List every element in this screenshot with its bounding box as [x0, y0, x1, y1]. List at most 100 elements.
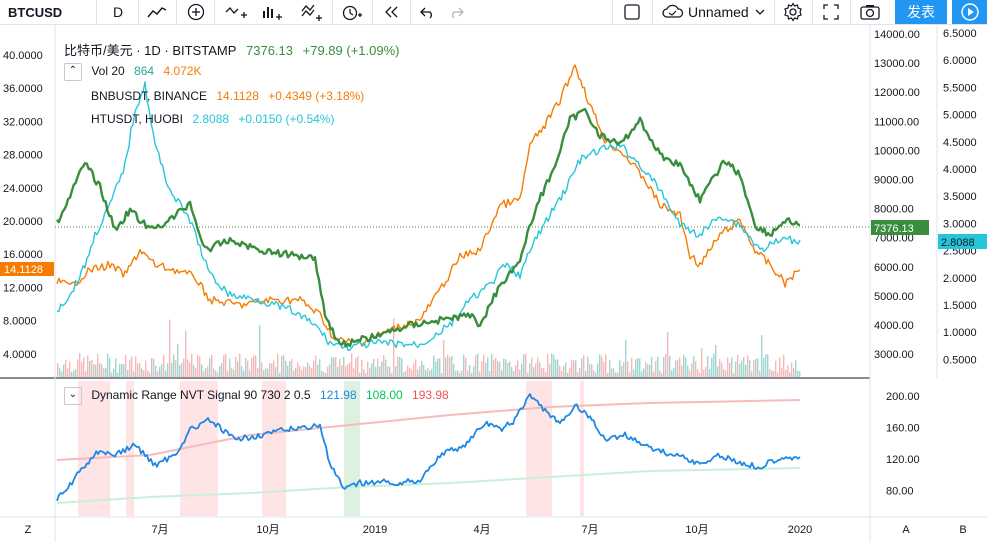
volume-bar — [467, 370, 469, 377]
replay-icon[interactable] — [380, 0, 404, 24]
volume-bar — [301, 370, 303, 377]
volume-bar — [365, 372, 367, 377]
time-axis-tick: 4月 — [473, 524, 490, 536]
volume-bar — [375, 366, 377, 377]
right2-axis-tick: 4.0000 — [943, 164, 977, 176]
zoom-button[interactable]: Z — [24, 524, 32, 536]
volume-bar — [651, 356, 653, 377]
right-price-axis[interactable]: 14000.00 13000.00 12000.00 11000.00 10000.00… — [874, 29, 920, 361]
volume-bar — [593, 370, 595, 377]
volume-bar — [59, 368, 61, 377]
volume-bar — [637, 358, 639, 377]
volume-bar — [551, 353, 553, 377]
volume-bar — [131, 356, 133, 377]
volume-bar — [541, 368, 543, 377]
indicators-icon[interactable] — [222, 0, 250, 24]
camera-icon[interactable] — [856, 0, 884, 24]
volume-bar — [477, 353, 479, 377]
interval-button[interactable]: D — [112, 4, 124, 20]
cloud-icon[interactable] — [660, 0, 686, 24]
alert-icon[interactable] — [338, 0, 366, 24]
fullscreen-window-icon[interactable] — [620, 0, 644, 24]
right2-axis-tick: 4.5000 — [943, 137, 977, 149]
volume-bar — [481, 361, 483, 377]
volume-bar — [727, 357, 729, 377]
volume-bar — [435, 361, 437, 377]
compare-add-icon[interactable] — [182, 0, 210, 24]
volume-bar — [407, 365, 409, 377]
volume-bar — [449, 357, 451, 377]
volume-bar — [329, 364, 331, 377]
left-price-axis[interactable]: 40.0000 36.0000 32.0000 28.0000 24.0000 20.00… — [3, 50, 43, 361]
publish-button[interactable]: 发表 — [895, 0, 947, 24]
volume-bar — [367, 361, 369, 377]
volume-bar — [325, 372, 327, 377]
volume-bar — [281, 356, 283, 377]
volume-bar — [165, 370, 167, 377]
volume-bar — [75, 369, 77, 377]
collapse-legend-icon[interactable]: ⌃ — [64, 63, 82, 81]
volume-bar — [635, 359, 637, 377]
volume-bar — [65, 359, 67, 377]
play-button[interactable] — [952, 0, 987, 24]
templates-icon[interactable] — [298, 0, 326, 24]
undo-icon[interactable] — [418, 0, 438, 24]
gear-icon[interactable] — [780, 0, 806, 24]
volume-bar — [411, 370, 413, 377]
volume-bar — [245, 358, 247, 377]
collapse-indicator-icon[interactable]: ⌄ — [64, 387, 82, 405]
time-axis[interactable]: 7月 10月 2019 4月 7月 10月 2020 — [151, 524, 812, 536]
volume-bar — [137, 363, 139, 377]
fullscreen-icon[interactable] — [818, 0, 844, 24]
layout-name[interactable]: Unnamed — [688, 4, 749, 20]
volume-bar — [581, 358, 583, 377]
chart-type-icon[interactable] — [144, 0, 170, 24]
indicator-axis-tick: 160.00 — [886, 423, 920, 435]
volume-bar — [413, 363, 415, 377]
volume-bar — [555, 359, 557, 377]
volume-bar — [777, 372, 779, 377]
volume-bar — [517, 360, 519, 377]
financials-icon[interactable] — [258, 0, 286, 24]
top-toolbar: BTCUSD D Unnamed — [0, 0, 987, 25]
volume-bar — [197, 354, 199, 377]
volume-legend: ⌃ Vol 20 864 4.072K — [64, 63, 207, 81]
volume-bar — [271, 363, 273, 377]
volume-bar — [423, 364, 425, 377]
volume-bar — [491, 354, 493, 377]
volume-bar — [207, 366, 209, 377]
volume-bar — [499, 361, 501, 377]
volume-bar — [759, 370, 761, 377]
chevron-down-icon[interactable] — [752, 0, 768, 24]
volume-bar — [305, 366, 307, 377]
redo-icon[interactable] — [446, 0, 466, 24]
volume-bar — [447, 354, 449, 377]
time-axis-tick: 2020 — [788, 524, 812, 536]
volume-bar — [545, 372, 547, 377]
volume-bar — [453, 363, 455, 377]
volume-bar — [335, 357, 337, 377]
chart-area[interactable]: 40.0000 36.0000 32.0000 28.0000 24.0000 20.00… — [0, 25, 987, 542]
bnb-label: BNBUSDT, BINANCE — [91, 89, 208, 103]
volume-bar — [751, 371, 753, 377]
auto-scale-button[interactable]: A — [902, 524, 910, 536]
volume-bar — [151, 358, 153, 377]
indicator-axis[interactable]: 200.00 160.00 120.00 80.00 — [886, 391, 920, 498]
volume-bar — [745, 364, 747, 377]
volume-bar — [275, 366, 277, 377]
b-button[interactable]: B — [959, 524, 967, 536]
volume-bar — [125, 355, 127, 377]
volume-bar — [287, 365, 289, 377]
volume-bar — [713, 353, 715, 377]
volume-bar — [121, 363, 123, 377]
volume-bar — [577, 372, 579, 377]
volume-bar — [649, 364, 651, 377]
bnb-legend: BNBUSDT, BINANCE 14.1128 +0.4349 (+3.18%… — [91, 89, 370, 103]
volume-bar — [259, 325, 261, 377]
volume-bar — [67, 368, 69, 377]
symbol-search[interactable]: BTCUSD — [8, 4, 63, 20]
volume-bar — [677, 359, 679, 377]
volume-bar — [219, 366, 221, 377]
volume-bar — [511, 367, 513, 377]
price-series — [56, 64, 801, 504]
